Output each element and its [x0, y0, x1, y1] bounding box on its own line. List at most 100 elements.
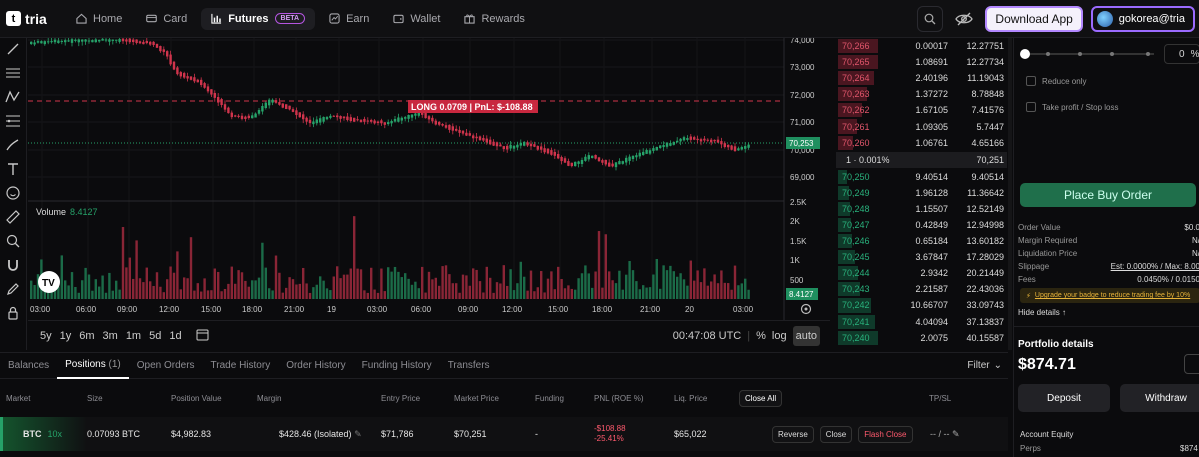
- bid-row[interactable]: 70,242 10.66707 33.09743: [836, 297, 1007, 313]
- ask-row[interactable]: 70,263 1.37272 8.78848: [836, 86, 1007, 102]
- search-button[interactable]: [917, 6, 944, 32]
- tab-open-orders[interactable]: Open Orders: [129, 353, 203, 379]
- candle: [210, 89, 213, 95]
- text-tool[interactable]: [4, 160, 22, 177]
- ask-row[interactable]: 70,265 1.08691 12.27734: [836, 54, 1007, 70]
- bid-row[interactable]: 70,240 2.0075 40.15587: [836, 330, 1007, 346]
- date-range-button[interactable]: [192, 328, 213, 344]
- candle: [594, 154, 597, 159]
- fib-tool[interactable]: [4, 112, 22, 129]
- utc-clock[interactable]: 00:47:08 UTC: [672, 329, 742, 342]
- reverse-button[interactable]: Reverse: [772, 425, 814, 443]
- tab-balances[interactable]: Balances: [0, 353, 57, 379]
- candle: [455, 128, 458, 131]
- ask-row[interactable]: 70,261 1.09305 5.7447: [836, 118, 1007, 134]
- candle: [604, 159, 607, 165]
- bid-row[interactable]: 70,250 9.40514 9.40514: [836, 169, 1007, 185]
- ask-row[interactable]: 70,264 2.40196 11.19043: [836, 70, 1007, 86]
- price-chart[interactable]: 74,000 73,000 72,000 71,000 70,000 69,000 2.5…: [28, 38, 830, 350]
- bid-row[interactable]: 70,247 0.42849 12.94998: [836, 217, 1007, 233]
- percent-scale-toggle[interactable]: %: [756, 329, 766, 342]
- candle: [268, 99, 271, 106]
- magnet-tool[interactable]: [4, 256, 22, 273]
- candle: [159, 46, 162, 52]
- table-row[interactable]: BTC 10x 0.07093 BTC $4,982.83 $428.46 (I…: [0, 417, 1008, 451]
- summary-value: 0.0450% / 0.0150: [1137, 275, 1199, 284]
- tf-1d[interactable]: 1d: [169, 329, 182, 342]
- hide-details-toggle[interactable]: Hide details ↑: [1018, 308, 1067, 317]
- tf-1m[interactable]: 1m: [125, 329, 142, 342]
- chart-settings-icon[interactable]: [800, 303, 812, 315]
- nav-earn[interactable]: Earn: [319, 8, 379, 30]
- edit-tpsl-icon[interactable]: ✎: [952, 428, 960, 439]
- nav-card[interactable]: Card: [136, 8, 197, 30]
- emoji-tool[interactable]: [4, 184, 22, 201]
- auto-scale-toggle[interactable]: auto: [792, 325, 820, 346]
- close-all-button[interactable]: Close All: [739, 389, 783, 407]
- upgrade-banner[interactable]: ⚡ Upgrade your badge to reduce trading f…: [1020, 288, 1199, 303]
- bid-row[interactable]: 70,249 1.96128 11.36642: [836, 185, 1007, 201]
- log-scale-toggle[interactable]: log: [771, 329, 787, 342]
- ask-row[interactable]: 70,260 1.06761 4.65166: [836, 135, 1007, 151]
- brush-tool[interactable]: [4, 136, 22, 153]
- withdraw-button[interactable]: Withdraw: [1120, 384, 1199, 412]
- perps-label: Perps: [1020, 444, 1041, 453]
- tab-funding-history[interactable]: Funding History: [354, 353, 440, 379]
- bid-row[interactable]: 70,241 4.04094 37.13837: [836, 314, 1007, 330]
- bid-row[interactable]: 70,243 2.21587 22.43036: [836, 281, 1007, 297]
- bid-row[interactable]: 70,244 2.9342 20.21449: [836, 265, 1007, 281]
- tf-1y[interactable]: 1y: [59, 329, 72, 342]
- ask-row[interactable]: 70,262 1.67105 7.41576: [836, 102, 1007, 118]
- nav-home[interactable]: Home: [66, 8, 132, 30]
- position-label[interactable]: LONG 0.0709 | PnL: $-108.88: [411, 102, 533, 112]
- tab-order-history[interactable]: Order History: [278, 353, 353, 379]
- bid-row[interactable]: 70,248 1.15507 12.52149: [836, 201, 1007, 217]
- slider-handle[interactable]: [1020, 49, 1030, 59]
- hide-balance-button[interactable]: [951, 6, 977, 32]
- ruler-tool[interactable]: [4, 208, 22, 225]
- deposit-button[interactable]: Deposit: [1018, 384, 1110, 412]
- volume-bar: [183, 277, 186, 299]
- tab-trade-history[interactable]: Trade History: [203, 353, 279, 379]
- flash-close-button[interactable]: Flash Close: [858, 425, 913, 443]
- reduce-only-checkbox[interactable]: Reduce only: [1026, 76, 1086, 86]
- nav-rewards[interactable]: Rewards: [454, 8, 534, 30]
- volume-bar: [322, 280, 325, 299]
- horizontal-lines-tool[interactable]: [4, 64, 22, 81]
- nav-wallet[interactable]: Wallet: [383, 8, 450, 30]
- bid-row[interactable]: 70,245 3.67847 17.28029: [836, 249, 1007, 265]
- portfolio-share-button[interactable]: [1184, 354, 1199, 374]
- tf-3m[interactable]: 3m: [102, 329, 118, 342]
- horizontal-lines-icon: [6, 68, 20, 77]
- candle: [716, 139, 720, 143]
- ask-row[interactable]: 70,266 0.00017 12.27751: [836, 38, 1007, 54]
- close-position-button[interactable]: Close: [819, 425, 853, 443]
- tradingview-logo[interactable]: TV: [38, 271, 60, 293]
- tab-transfers[interactable]: Transfers: [440, 353, 498, 379]
- zoom-tool[interactable]: [4, 232, 22, 249]
- filter-dropdown[interactable]: Filter ⌄: [967, 360, 1008, 371]
- pattern-tool[interactable]: [4, 88, 22, 105]
- app-logo[interactable]: t tria: [0, 11, 66, 27]
- bid-row[interactable]: 70,246 0.65184 13.60182: [836, 233, 1007, 249]
- nav-futures[interactable]: Futures BETA: [201, 7, 316, 30]
- tf-6m[interactable]: 6m: [79, 329, 95, 342]
- tf-5d[interactable]: 5d: [149, 329, 162, 342]
- edit-margin-icon[interactable]: ✎: [354, 428, 362, 439]
- draw-mode-tool[interactable]: [4, 280, 22, 297]
- chart-canvas[interactable]: 74,000 73,000 72,000 71,000 70,000 69,000 2.5…: [28, 38, 830, 320]
- user-menu-button[interactable]: gokorea@tria: [1090, 6, 1195, 32]
- candle: [591, 155, 594, 159]
- trend-line-tool[interactable]: [4, 40, 22, 57]
- tab-positions[interactable]: Positions (1): [57, 353, 129, 379]
- tf-5y[interactable]: 5y: [40, 329, 52, 342]
- candle: [679, 138, 682, 142]
- order-book-scrollbar[interactable]: [1008, 38, 1012, 350]
- leverage-slider[interactable]: [1020, 48, 1160, 60]
- volume-bar: [155, 272, 159, 299]
- lock-tool[interactable]: [4, 304, 22, 321]
- leverage-percent-input[interactable]: 0 %: [1164, 44, 1199, 64]
- download-app-button[interactable]: Download App: [985, 6, 1083, 32]
- tp-sl-checkbox[interactable]: Take profit / Stop loss: [1026, 102, 1118, 112]
- place-buy-order-button[interactable]: Place Buy Order: [1020, 183, 1196, 207]
